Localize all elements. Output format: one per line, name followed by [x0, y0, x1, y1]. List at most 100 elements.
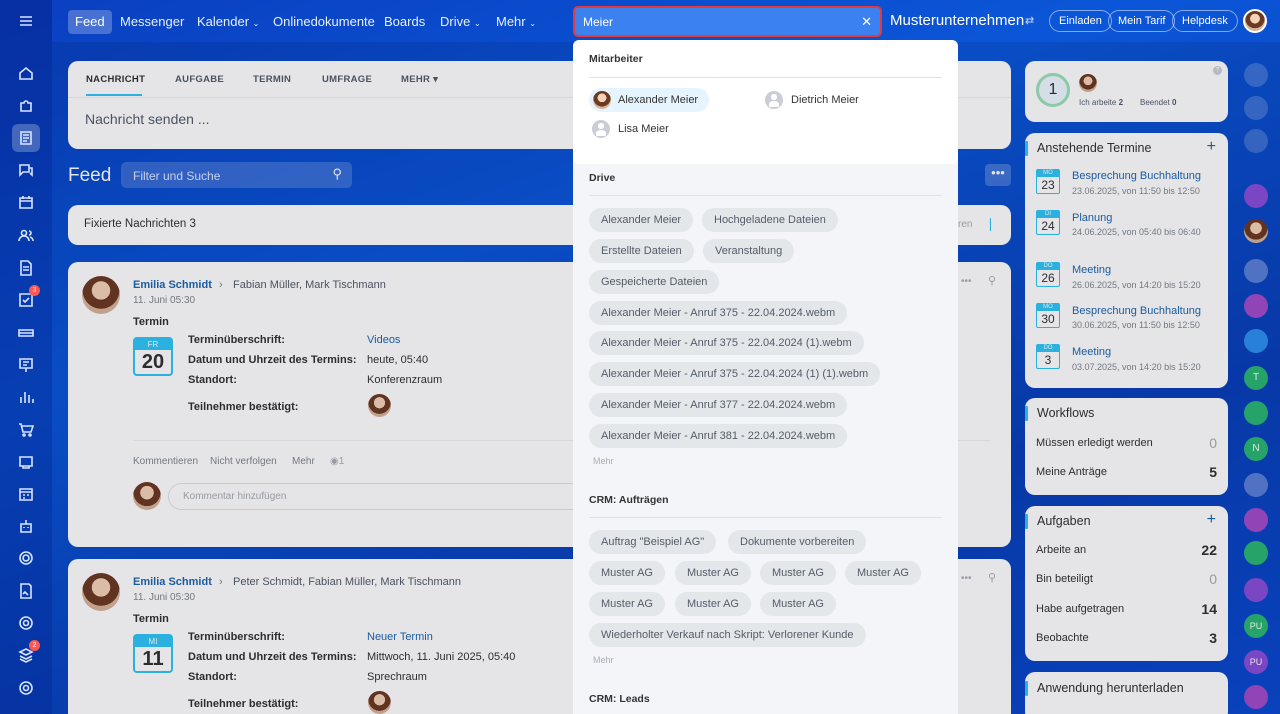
- crm-result[interactable]: Muster AG: [845, 561, 921, 585]
- crm-result[interactable]: Muster AG: [675, 561, 751, 585]
- app-download-title[interactable]: Anwendung herunterladen: [1025, 681, 1184, 696]
- participant-avatar[interactable]: [368, 691, 391, 714]
- robot-icon[interactable]: [14, 514, 38, 538]
- event-title[interactable]: Besprechung Buchhaltung: [1072, 305, 1202, 317]
- task-row-label[interactable]: Arbeite an: [1036, 544, 1087, 556]
- crm-result[interactable]: Muster AG: [675, 592, 751, 616]
- lock-chat-icon[interactable]: [1244, 685, 1268, 709]
- chat-avatar-t[interactable]: T: [1244, 366, 1268, 390]
- tab-mehr[interactable]: MEHR ▾: [401, 74, 438, 85]
- pin-icon[interactable]: ⚲: [988, 275, 997, 287]
- activity-icon[interactable]: [1244, 96, 1268, 120]
- helpdesk-button[interactable]: Helpdesk: [1172, 10, 1238, 32]
- lock-chat-icon[interactable]: [1244, 294, 1268, 318]
- participant-avatar[interactable]: [368, 394, 391, 417]
- clear-search-icon[interactable]: ✕: [861, 14, 872, 29]
- drive-result[interactable]: Alexander Meier - Anruf 375 - 22.04.2024…: [589, 362, 881, 386]
- author-avatar[interactable]: [82, 573, 120, 611]
- task-row-label[interactable]: Habe aufgetragen: [1036, 603, 1125, 615]
- drive-result[interactable]: Alexander Meier: [589, 208, 694, 232]
- drive-icon[interactable]: [14, 320, 38, 344]
- crm-result[interactable]: Wiederholter Verkauf nach Skript: Verlor…: [589, 623, 866, 647]
- drive-result[interactable]: Gespeicherte Dateien: [589, 270, 720, 294]
- task-row-value[interactable]: 0: [1209, 571, 1217, 587]
- nav-onlinedokumente[interactable]: Onlinedokumente: [273, 14, 375, 29]
- post-time[interactable]: 11. Juni 05:30: [133, 295, 196, 306]
- post-menu-icon[interactable]: •••: [961, 573, 972, 584]
- workflows-title[interactable]: Workflows: [1024, 406, 1095, 421]
- company-name[interactable]: Musterunternehmen: [890, 12, 1025, 29]
- bot-icon[interactable]: [1244, 184, 1268, 208]
- unfollow-link[interactable]: Nicht verfolgen: [210, 456, 277, 467]
- tasks-icon[interactable]: 3: [14, 285, 40, 312]
- help-icon[interactable]: ?: [1213, 66, 1222, 75]
- users-icon[interactable]: [14, 223, 38, 247]
- crm-result[interactable]: Muster AG: [589, 561, 665, 585]
- lock-chat-icon[interactable]: [1244, 508, 1268, 532]
- user-avatar[interactable]: [1243, 9, 1267, 33]
- support-icon[interactable]: [14, 611, 38, 635]
- add-event-icon[interactable]: +: [1206, 138, 1216, 155]
- employee-item[interactable]: Dietrich Meier: [763, 88, 903, 112]
- workflow-row-label[interactable]: Müssen erledigt werden: [1036, 437, 1153, 449]
- search-box[interactable]: ✕: [573, 6, 882, 37]
- tasks-title[interactable]: Aufgaben: [1025, 514, 1091, 529]
- post-author[interactable]: Emilia Schmidt: [133, 576, 212, 588]
- stack-icon[interactable]: 2: [14, 640, 40, 667]
- calendar-icon[interactable]: [14, 190, 38, 214]
- workflow-row-value[interactable]: 5: [1209, 464, 1217, 480]
- post-time[interactable]: 11. Juni 05:30: [133, 592, 196, 603]
- group-avatar[interactable]: [1244, 259, 1268, 283]
- post-recipients[interactable]: Fabian Müller, Mark Tischmann: [233, 279, 386, 291]
- notifications-icon[interactable]: [1244, 63, 1268, 87]
- presentation-icon[interactable]: [14, 353, 38, 377]
- cart-icon[interactable]: [14, 418, 38, 442]
- search-icon[interactable]: ⚲: [332, 166, 342, 181]
- task-row-value[interactable]: 3: [1209, 630, 1217, 646]
- drive-result[interactable]: Alexander Meier - Anruf 377 - 22.04.2024…: [589, 393, 848, 417]
- more-link[interactable]: Mehr: [292, 456, 315, 467]
- author-avatar[interactable]: [82, 276, 120, 314]
- nav-boards[interactable]: Boards: [384, 14, 426, 29]
- swap-icon[interactable]: ⇄: [1025, 15, 1035, 27]
- employee-item[interactable]: Alexander Meier: [589, 88, 709, 112]
- event-title[interactable]: Besprechung Buchhaltung: [1072, 170, 1202, 182]
- task-chat-icon[interactable]: [1244, 401, 1268, 425]
- task-row-value[interactable]: 22: [1201, 542, 1217, 558]
- tab-aufgabe[interactable]: AUFGABE: [175, 74, 225, 85]
- filter-search[interactable]: Filter und Suche ⚲: [121, 162, 352, 188]
- chat-bubble-icon[interactable]: [1244, 329, 1268, 353]
- drive-result[interactable]: Alexander Meier - Anruf 375 - 22.04.2024…: [589, 331, 864, 355]
- post-menu-icon[interactable]: •••: [961, 276, 972, 287]
- tab-umfrage[interactable]: UMFRAGE: [322, 74, 373, 85]
- comment-input[interactable]: Kommentar hinzufügen: [168, 483, 588, 510]
- chat-icon[interactable]: [14, 158, 38, 182]
- task-row-label[interactable]: Beobachte: [1036, 632, 1089, 644]
- schedule-icon[interactable]: [14, 482, 38, 506]
- settings-icon[interactable]: [14, 676, 38, 700]
- more-options-icon[interactable]: •••: [985, 164, 1011, 186]
- comment-link[interactable]: Kommentieren: [133, 456, 199, 467]
- crm-result[interactable]: Muster AG: [760, 561, 836, 585]
- target-icon[interactable]: [14, 546, 38, 570]
- chat-avatar-n[interactable]: N: [1244, 437, 1268, 461]
- drive-more-link[interactable]: Mehr: [593, 456, 614, 466]
- nav-feed[interactable]: Feed: [68, 10, 112, 34]
- employee-item[interactable]: Lisa Meier: [589, 117, 709, 141]
- nav-kalender[interactable]: Kalender ⌄: [197, 10, 259, 34]
- contact-avatar[interactable]: [1244, 219, 1268, 243]
- document-icon[interactable]: [14, 256, 38, 280]
- tab-termin[interactable]: TERMIN: [253, 74, 292, 85]
- worktime-widget[interactable]: 1 Ich arbeite 2 Beendet 0 ?: [1025, 61, 1228, 122]
- contact-center-icon[interactable]: [14, 450, 38, 474]
- nav-messenger[interactable]: Messenger: [120, 14, 185, 29]
- post-recipients[interactable]: Peter Schmidt, Fabian Müller, Mark Tisch…: [233, 576, 462, 588]
- task-row-label[interactable]: Bin beteiligt: [1036, 573, 1093, 585]
- crm-result[interactable]: Muster AG: [760, 592, 836, 616]
- event-title[interactable]: Planung: [1072, 212, 1113, 224]
- target-chat-icon[interactable]: [1244, 578, 1268, 602]
- search-input[interactable]: [583, 13, 843, 31]
- feed-nav-icon[interactable]: [12, 124, 40, 152]
- workflow-row-label[interactable]: Meine Anträge: [1036, 466, 1107, 478]
- invite-button[interactable]: Einladen: [1049, 10, 1112, 32]
